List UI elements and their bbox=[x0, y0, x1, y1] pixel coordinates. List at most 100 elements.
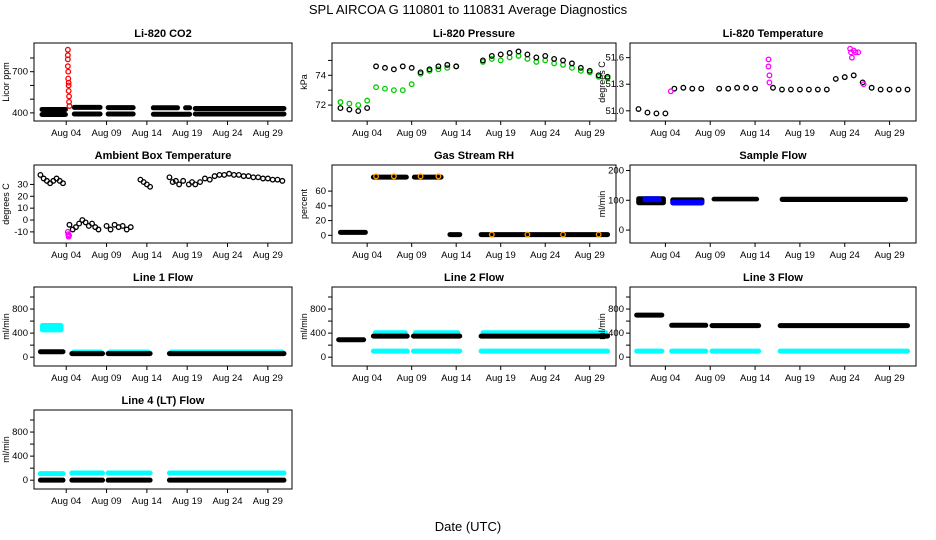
y-tick-label: 800 bbox=[608, 304, 624, 315]
x-tick-label: Aug 24 bbox=[530, 128, 560, 139]
x-tick-label: Aug 09 bbox=[397, 373, 427, 384]
data-point bbox=[64, 56, 71, 63]
data-point bbox=[337, 99, 344, 106]
x-tick-label: Aug 14 bbox=[132, 496, 162, 507]
data-point bbox=[240, 173, 247, 180]
data-point bbox=[95, 226, 102, 233]
y-tick-label: 0 bbox=[619, 225, 624, 236]
y-axis-label: kPa bbox=[299, 74, 309, 90]
x-tick-label: Aug 29 bbox=[253, 496, 283, 507]
x-tick-label: Aug 04 bbox=[650, 373, 680, 384]
panel-1: Li-820 CO2 Licor ppm Aug 04 Aug 09 Aug 14 Aug… bbox=[1, 28, 293, 139]
data-point bbox=[524, 51, 531, 58]
y-tick-label: 51.3 bbox=[606, 79, 625, 90]
data-point bbox=[197, 179, 204, 186]
data-point bbox=[172, 177, 179, 184]
panel-frame bbox=[331, 164, 617, 244]
panel-frame bbox=[33, 42, 293, 122]
y-tick-label: 800 bbox=[12, 304, 28, 315]
data-point bbox=[364, 105, 371, 112]
y-axis-label: percent bbox=[299, 188, 309, 219]
data-point bbox=[635, 106, 642, 112]
data-point bbox=[752, 85, 759, 92]
x-tick-label: Aug 14 bbox=[740, 373, 770, 384]
y-axis-label: ml/min bbox=[597, 191, 607, 218]
series-sample bbox=[337, 52, 611, 109]
y-axis-label: degrees C bbox=[1, 183, 11, 225]
panel-2: Li-820 Pressure kPa Aug 04 Aug 09 Aug 14 Aug … bbox=[299, 28, 617, 139]
data-point bbox=[653, 110, 660, 117]
x-tick-label: Aug 04 bbox=[352, 373, 382, 384]
data-point bbox=[37, 171, 44, 178]
x-tick-label: Aug 19 bbox=[785, 250, 815, 261]
data-point bbox=[850, 72, 857, 79]
data-point bbox=[671, 85, 678, 92]
data-band bbox=[642, 196, 662, 203]
x-tick-label: Aug 09 bbox=[695, 250, 725, 261]
data-point bbox=[725, 85, 732, 92]
y-tick-label: 800 bbox=[12, 427, 28, 438]
data-point bbox=[787, 86, 794, 93]
x-tick-label: Aug 24 bbox=[212, 128, 242, 139]
series-spikes bbox=[64, 46, 73, 109]
y-tick-label: 74 bbox=[315, 70, 326, 81]
data-point bbox=[216, 171, 223, 178]
data-point bbox=[560, 57, 566, 64]
data-point bbox=[260, 175, 266, 182]
data-point bbox=[382, 85, 388, 92]
data-point bbox=[66, 232, 72, 239]
data-point bbox=[488, 231, 495, 238]
data-point bbox=[877, 86, 884, 93]
data-band bbox=[670, 199, 705, 206]
data-point bbox=[235, 171, 242, 178]
data-point bbox=[426, 66, 433, 73]
data-point bbox=[595, 231, 602, 238]
plot-area bbox=[37, 170, 286, 240]
data-point bbox=[488, 55, 495, 62]
y-axis-label: Licor ppm bbox=[1, 62, 11, 102]
data-point bbox=[662, 110, 669, 117]
x-tick-label: Aug 19 bbox=[172, 128, 202, 139]
x-tick-label: Aug 19 bbox=[172, 250, 202, 261]
data-point bbox=[716, 85, 723, 92]
data-point bbox=[390, 66, 397, 73]
x-tick-label: Aug 04 bbox=[352, 128, 382, 139]
data-point bbox=[766, 72, 773, 79]
data-point bbox=[72, 224, 79, 231]
plot-area bbox=[37, 470, 287, 483]
data-point bbox=[743, 84, 750, 91]
data-point bbox=[444, 61, 451, 68]
x-tick-label: Aug 09 bbox=[91, 250, 121, 261]
x-tick-label: Aug 09 bbox=[91, 496, 121, 507]
y-tick-label: 200 bbox=[608, 165, 624, 176]
x-tick-label: Aug 09 bbox=[397, 250, 427, 261]
data-point bbox=[823, 86, 830, 93]
y-tick-label: 0 bbox=[321, 352, 326, 363]
data-point bbox=[226, 170, 233, 177]
data-point bbox=[577, 67, 584, 74]
data-point bbox=[604, 73, 611, 80]
panel-frame bbox=[331, 286, 617, 367]
x-tick-label: Aug 24 bbox=[830, 128, 860, 139]
data-point bbox=[766, 79, 773, 86]
panel-frame bbox=[33, 286, 293, 367]
y-tick-label: 700 bbox=[12, 67, 28, 78]
data-point bbox=[65, 82, 72, 89]
data-point bbox=[269, 176, 276, 183]
y-tick-label: 20 bbox=[315, 216, 326, 227]
series-black-line bbox=[37, 349, 287, 357]
data-band bbox=[711, 196, 760, 202]
y-tick-label: 20 bbox=[17, 191, 28, 202]
x-tick-label: Aug 14 bbox=[132, 250, 162, 261]
data-point bbox=[346, 106, 353, 113]
data-point bbox=[435, 173, 442, 180]
panel-title: Line 3 Flow bbox=[743, 272, 803, 284]
y-tick-label: 10 bbox=[17, 203, 28, 214]
y-axis-label: ml/min bbox=[1, 313, 11, 340]
x-tick-label: Aug 04 bbox=[650, 128, 680, 139]
data-point bbox=[417, 69, 424, 76]
plot-area bbox=[336, 330, 611, 354]
x-tick-label: Aug 24 bbox=[830, 373, 860, 384]
data-point bbox=[274, 176, 281, 183]
data-point bbox=[533, 54, 540, 61]
